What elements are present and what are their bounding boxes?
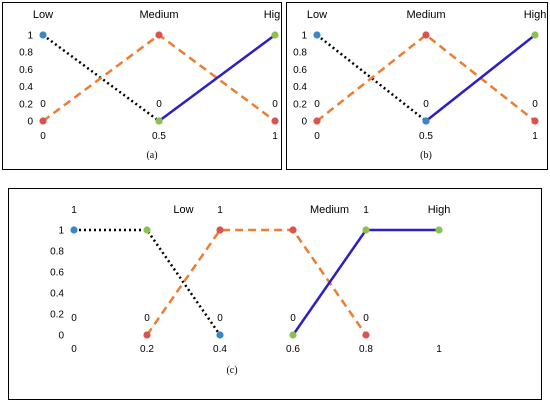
series-1-point xyxy=(143,226,151,234)
series-2-point xyxy=(39,117,47,125)
panel-caption: (c) xyxy=(226,365,237,376)
point-label: 0 xyxy=(71,313,77,324)
series-line-1 xyxy=(42,33,160,123)
point-label: 0 xyxy=(290,313,296,324)
series-2-point xyxy=(271,117,279,125)
series-1-point xyxy=(313,31,321,39)
category-label-medium: Medium xyxy=(139,9,178,21)
category-label-high: High xyxy=(264,9,281,21)
point-label: 0 xyxy=(363,313,369,324)
series-3-point xyxy=(289,331,297,339)
y-tick-label: 1 xyxy=(301,31,307,42)
point-label: 1 xyxy=(217,205,223,216)
series-3-point xyxy=(531,31,539,39)
x-tick-label: 0 xyxy=(40,131,46,142)
x-tick-label: 1 xyxy=(532,131,538,142)
category-label-high: High xyxy=(428,204,451,216)
series-2-point xyxy=(289,226,297,234)
y-tick-label: 0 xyxy=(27,117,33,128)
y-tick-label: 1 xyxy=(58,226,64,237)
x-tick-label: 0 xyxy=(314,131,320,142)
chart-panel-c: 1 0.8 0.6 0.4 0.2 0 0 0.2 0.4 0.6 0.8 1 1 1 1 0 0 0 0 0 Low M… xyxy=(8,188,542,400)
x-tick-label: 0.5 xyxy=(152,131,166,142)
category-label-low: Low xyxy=(173,204,193,216)
series-line-3 xyxy=(425,34,536,122)
y-tick-label: 0 xyxy=(301,117,307,128)
series-2-point xyxy=(362,331,370,339)
point-label: 0 xyxy=(532,99,538,110)
point-label: 0 xyxy=(217,313,223,324)
x-tick-label: 0.8 xyxy=(359,344,373,355)
series-1-point xyxy=(216,331,224,339)
y-tick-label: 1 xyxy=(27,31,33,42)
y-tick-label: 0.4 xyxy=(50,289,64,300)
y-tick-label: 0.8 xyxy=(19,48,33,59)
y-tick-label: 0.2 xyxy=(50,310,64,321)
series-3-point xyxy=(155,117,163,125)
series-3-point xyxy=(362,226,370,234)
y-tick-label: 0.6 xyxy=(50,268,64,279)
x-tick-label: 0.6 xyxy=(286,344,300,355)
panel-caption: (a) xyxy=(146,150,157,161)
point-label: 1 xyxy=(71,205,77,216)
series-2-point xyxy=(422,31,430,39)
category-label-high: High xyxy=(524,9,547,21)
point-label: 0 xyxy=(314,99,320,110)
series-line-3 xyxy=(158,33,276,123)
category-label-low: Low xyxy=(33,9,53,21)
point-label: 1 xyxy=(363,205,369,216)
y-tick-label: 0.6 xyxy=(19,65,33,76)
y-tick-label: 0.6 xyxy=(293,65,307,76)
series-3-point xyxy=(435,226,443,234)
y-tick-label: 0 xyxy=(58,331,64,342)
x-tick-label: 0.4 xyxy=(213,344,227,355)
y-tick-label: 0.8 xyxy=(50,247,64,258)
y-tick-label: 0.2 xyxy=(19,99,33,110)
series-line-2 xyxy=(145,228,368,336)
point-label: 0 xyxy=(144,313,150,324)
series-2-point xyxy=(155,31,163,39)
x-tick-label: 1 xyxy=(272,131,278,142)
category-label-medium: Medium xyxy=(406,9,445,21)
series-2-point xyxy=(216,226,224,234)
point-label: 0 xyxy=(40,99,46,110)
series-3-point xyxy=(422,117,430,125)
y-tick-label: 0.4 xyxy=(19,82,33,93)
series-2-point xyxy=(143,331,151,339)
y-tick-label: 0.2 xyxy=(293,99,307,110)
series-2-point xyxy=(531,117,539,125)
point-label: 0 xyxy=(272,99,278,110)
category-label-low: Low xyxy=(307,9,327,21)
category-label-medium: Medium xyxy=(310,204,349,216)
chart-panel-b: 1 0.8 0.6 0.4 0.2 0 0 0.5 1 0 0 0 Low Medium High (b) xyxy=(286,2,548,170)
series-3-point xyxy=(271,31,279,39)
series-2-point xyxy=(313,117,321,125)
y-tick-label: 0.8 xyxy=(293,48,307,59)
x-tick-label: 0.2 xyxy=(140,344,154,355)
point-label: 0 xyxy=(423,99,429,110)
series-1-point xyxy=(70,226,78,234)
series-1-point xyxy=(39,31,47,39)
x-tick-label: 1 xyxy=(436,344,442,355)
y-tick-label: 0.4 xyxy=(293,82,307,93)
x-tick-label: 0.5 xyxy=(419,131,433,142)
x-tick-label: 0 xyxy=(71,344,77,355)
series-line-2 xyxy=(316,33,536,122)
panel-caption: (b) xyxy=(420,150,432,161)
series-line-1 xyxy=(316,34,427,122)
point-label: 0 xyxy=(156,99,162,110)
